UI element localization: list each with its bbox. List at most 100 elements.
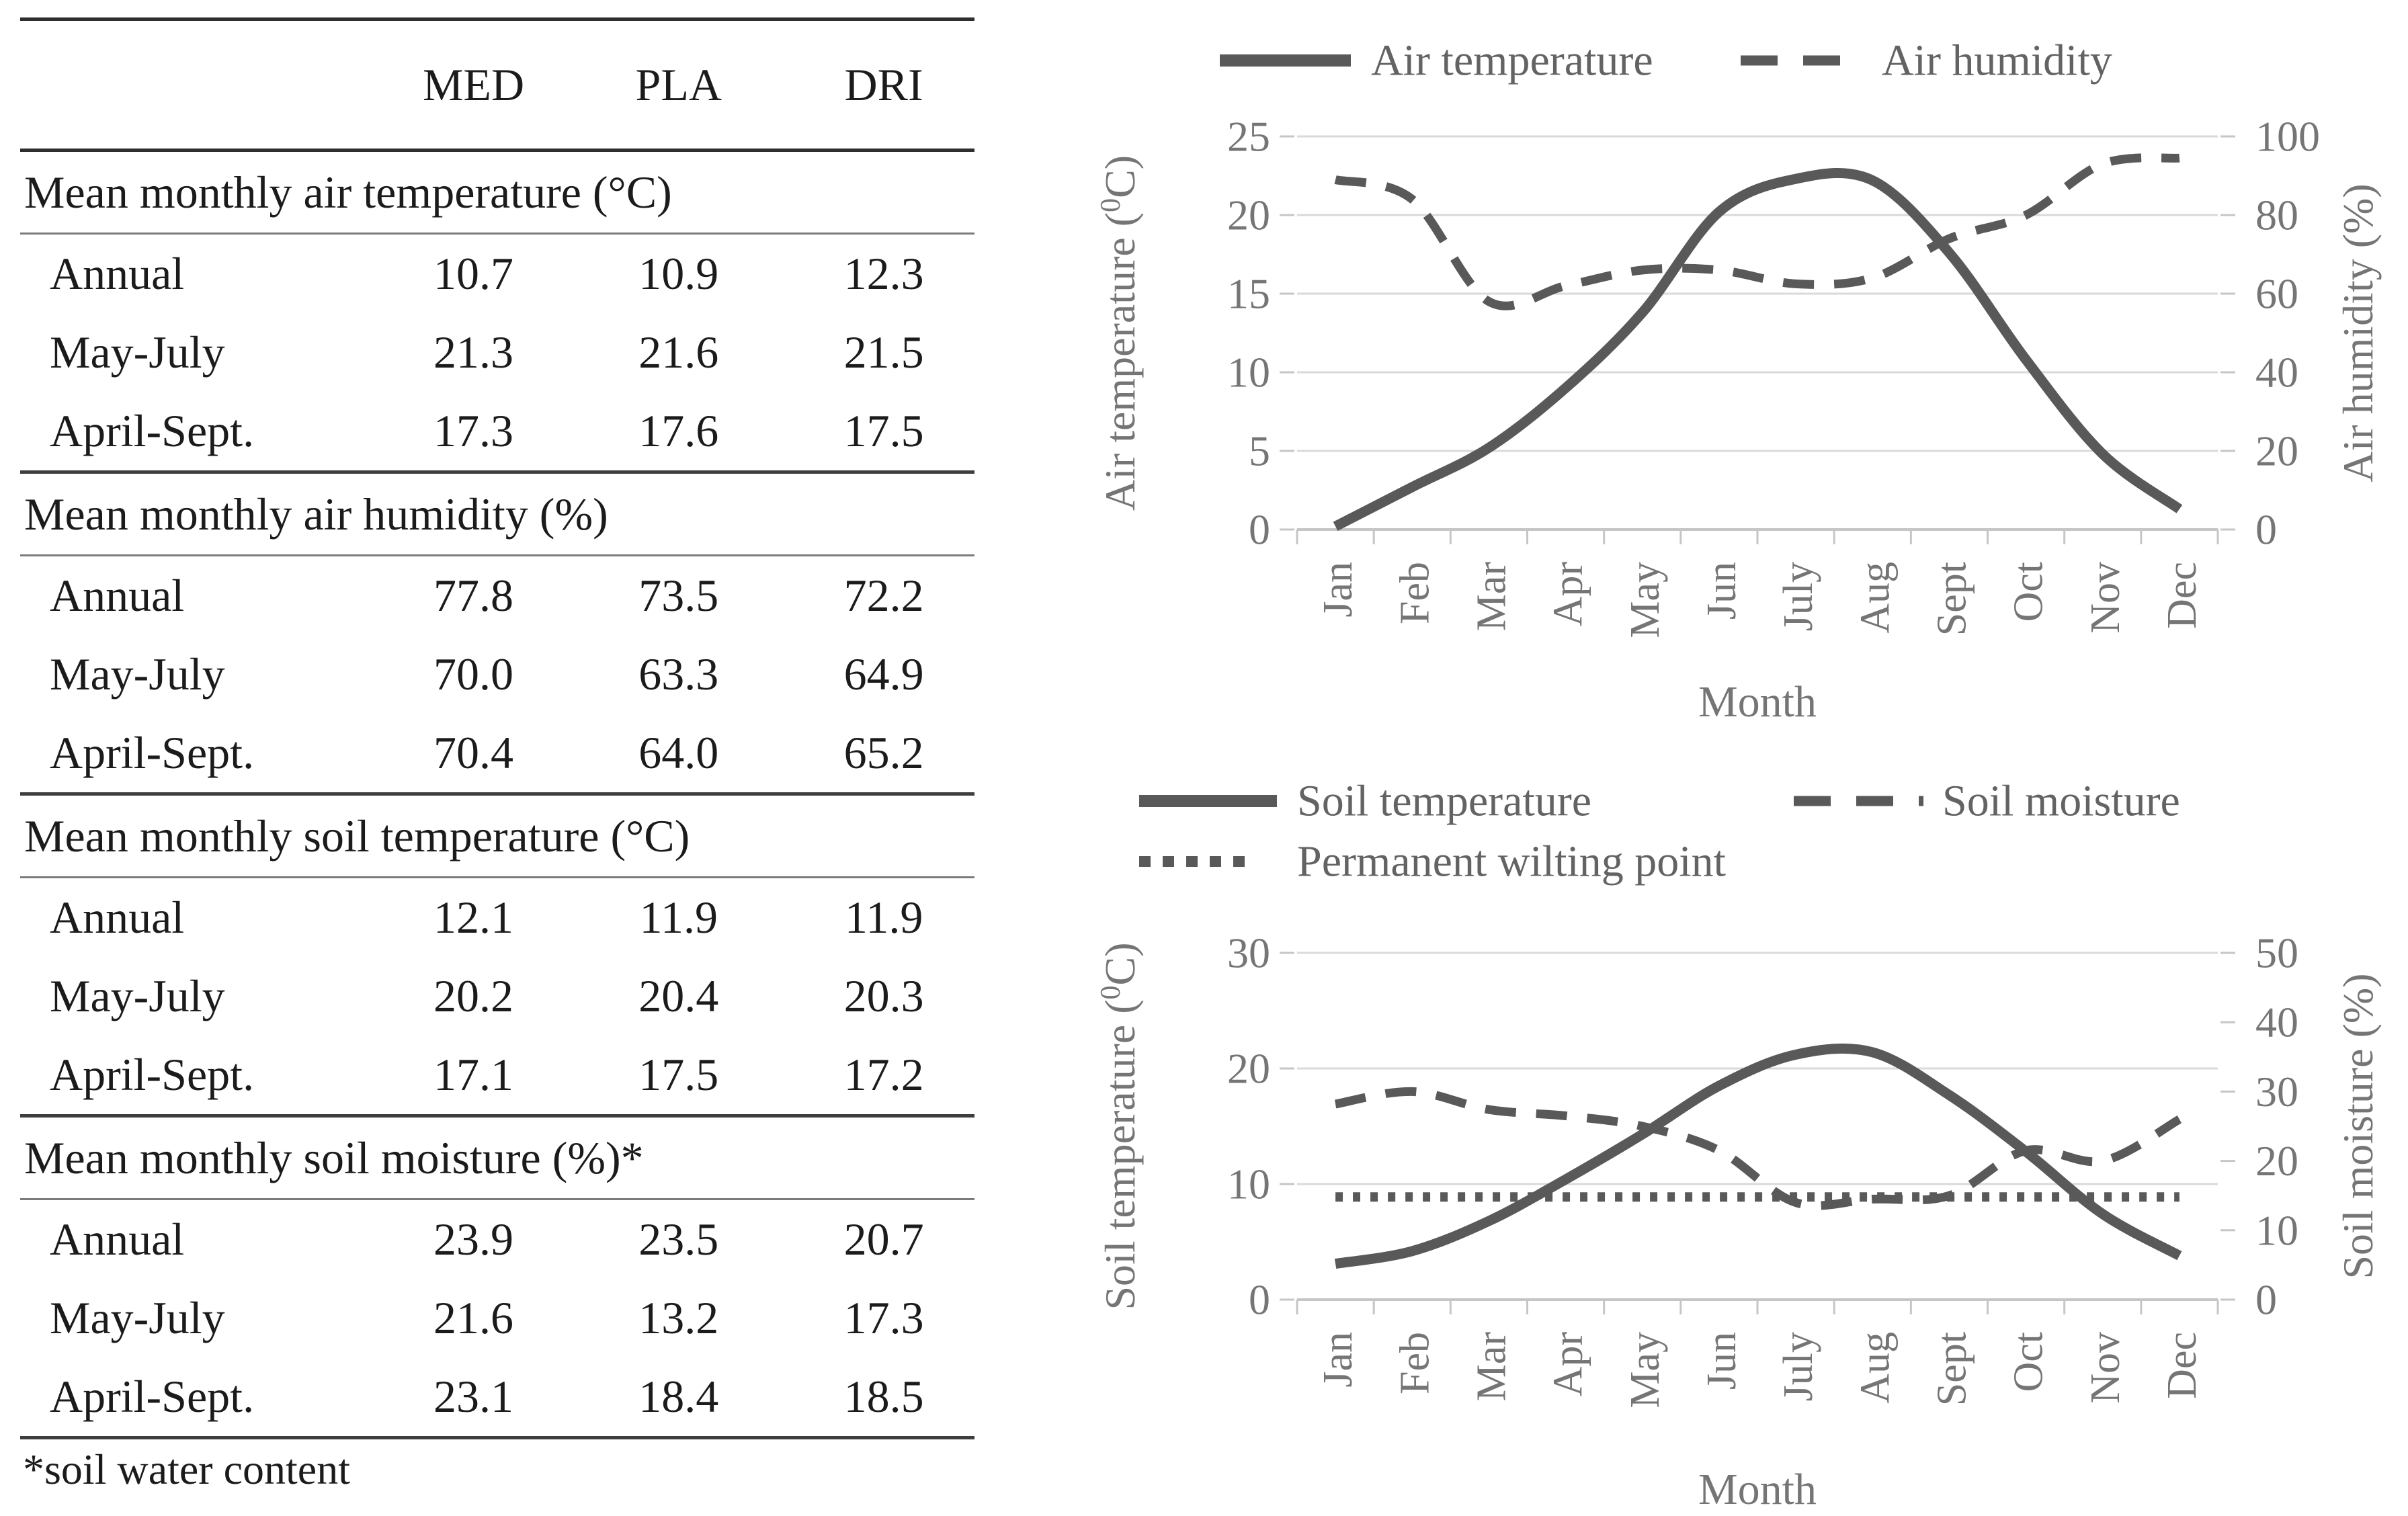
x-axis-month-label: Jan	[1315, 562, 1361, 618]
x-axis-month-label: Apr	[1546, 1332, 1591, 1397]
value-cell-dri: 64.9	[843, 648, 924, 700]
right-axis-tick-label: 80	[2255, 192, 2298, 239]
value-cell-med: 21.3	[433, 327, 513, 378]
column-header-pla: PLA	[635, 58, 722, 110]
table-row: Annual 12.1 11.9 11.9	[20, 878, 974, 957]
x-axis-month-label: July	[1776, 1332, 1821, 1401]
x-axis-month-label: Aug	[1852, 1332, 1898, 1404]
row-label: April-Sept.	[50, 1049, 255, 1100]
section-header: Mean monthly air humidity (%)	[24, 488, 608, 540]
right-axis-tick-label: 60	[2255, 270, 2298, 318]
table-top-rule	[20, 17, 974, 21]
air-temperature-line	[1333, 167, 2183, 531]
value-cell-dri: 21.5	[843, 327, 924, 378]
section-header-rule	[20, 233, 974, 235]
chart-top-svg: 25 20 15 10 5 0 100 80 60 40 20 0 Jan Feb Mar Apr May Jun…	[1095, 36, 2382, 727]
left-axis-tick-label: 10	[1227, 1161, 1270, 1208]
legend-label-air-humidity: Air humidity	[1882, 36, 2112, 85]
right-axis-tick-label: 0	[2255, 1276, 2277, 1324]
section-header: Mean monthly soil moisture (%)*	[24, 1132, 644, 1183]
table-footnote: *soil water content	[23, 1445, 350, 1493]
left-axis-tick-label: 5	[1249, 427, 1270, 475]
row-label: Annual	[50, 248, 185, 299]
value-cell-med: 70.0	[433, 648, 513, 700]
row-label: May-July	[50, 327, 225, 378]
x-axis-month-label: Mar	[1468, 562, 1514, 632]
right-axis-title: Soil moisture (%)	[2334, 973, 2382, 1279]
table-row: May-July 21.3 21.6 21.5	[20, 313, 974, 392]
value-cell-dri: 18.5	[843, 1371, 924, 1422]
value-cell-dri: 65.2	[843, 727, 924, 778]
value-cell-med: 20.2	[433, 970, 513, 1021]
value-cell-dri: 20.3	[843, 970, 924, 1021]
row-label: Annual	[50, 1214, 185, 1265]
value-cell-pla: 17.5	[638, 1049, 719, 1100]
left-axis-tick-label: 0	[1249, 506, 1270, 554]
table-header-rule	[20, 149, 974, 152]
right-axis-tick-label: 40	[2255, 999, 2298, 1046]
x-axis-month-label: Jun	[1699, 1332, 1745, 1390]
table-row: May-July 21.6 13.2 17.3	[20, 1279, 974, 1357]
x-axis-month-label: Nov	[2083, 1332, 2128, 1404]
legend-label-air-temperature: Air temperature	[1371, 36, 1653, 85]
value-cell-pla: 21.6	[638, 327, 719, 378]
x-axis-month-label: Sept	[1929, 1332, 1975, 1406]
table-row: May-July 20.2 20.4 20.3	[20, 957, 974, 1036]
value-cell-pla: 64.0	[638, 727, 719, 778]
value-cell-pla: 20.4	[638, 970, 719, 1021]
chart-bottom-svg: 30 20 10 0 50 40 30 20 10 0 Jan Feb Mar Apr May Jun July…	[1095, 777, 2382, 1515]
row-label: Annual	[50, 892, 185, 943]
right-axis-tick-label: 30	[2255, 1068, 2298, 1115]
x-axis-month-label: Jan	[1315, 1332, 1361, 1388]
right-axis-tick-label: 50	[2255, 929, 2298, 977]
left-axis-tick-label: 10	[1227, 349, 1270, 396]
section-bottom-rule	[20, 792, 974, 796]
value-cell-med: 23.1	[433, 1371, 513, 1422]
section-header: Mean monthly soil temperature (°C)	[24, 810, 690, 861]
table-row: Annual 77.8 73.5 72.2	[20, 556, 974, 635]
value-cell-pla: 63.3	[638, 648, 719, 700]
table-row: April-Sept. 23.1 18.4 18.5	[20, 1357, 974, 1436]
value-cell-med: 17.3	[433, 405, 513, 456]
x-axis-month-label: Jun	[1699, 562, 1745, 620]
right-axis-tick-label: 100	[2255, 113, 2320, 161]
row-label: April-Sept.	[50, 727, 255, 778]
column-header-dri: DRI	[844, 58, 923, 110]
left-axis-tick-label: 15	[1227, 270, 1270, 318]
right-axis-tick-label: 20	[2255, 1137, 2298, 1185]
left-axis-tick-label: 30	[1227, 929, 1270, 977]
section-bottom-rule	[20, 470, 974, 474]
table-row: May-July 70.0 63.3 64.9	[20, 635, 974, 714]
climate-summary-table: MED PLA DRI Mean monthly air temperature (°…	[20, 17, 974, 1439]
value-cell-dri: 20.7	[843, 1214, 924, 1265]
row-label: Annual	[50, 570, 185, 621]
soil-moisture-line	[1334, 1087, 2182, 1210]
value-cell-dri: 72.2	[843, 570, 924, 621]
left-axis-tick-label: 0	[1249, 1276, 1270, 1324]
value-cell-med: 17.1	[433, 1049, 513, 1100]
value-cell-pla: 11.9	[639, 892, 718, 943]
x-axis-month-label: Aug	[1852, 562, 1898, 634]
value-cell-dri: 11.9	[844, 892, 923, 943]
value-cell-med: 10.7	[433, 248, 513, 299]
x-axis-month-label: Dec	[2159, 1332, 2205, 1399]
left-axis-tick-label: 25	[1227, 113, 1270, 161]
value-cell-pla: 23.5	[638, 1214, 719, 1265]
x-axis-title: Month	[1698, 677, 1817, 726]
x-axis-month-label: Mar	[1468, 1332, 1514, 1402]
x-axis-month-label: Feb	[1392, 1332, 1438, 1394]
table-row: April-Sept. 17.1 17.5 17.2	[20, 1036, 974, 1114]
value-cell-pla: 13.2	[638, 1292, 719, 1343]
value-cell-med: 21.6	[433, 1292, 513, 1343]
left-axis-tick-label: 20	[1227, 192, 1270, 239]
section-bottom-rule	[20, 1436, 974, 1439]
x-axis-month-label: Feb	[1392, 562, 1438, 624]
table-row: Annual 10.7 10.9 12.3	[20, 235, 974, 313]
soil-temperature-line	[1334, 1043, 2182, 1269]
table-row: Annual 23.9 23.5 20.7	[20, 1200, 974, 1279]
left-axis-tick-label: 20	[1227, 1045, 1270, 1093]
value-cell-dri: 17.3	[843, 1292, 924, 1343]
section-header-rule	[20, 876, 974, 878]
left-axis-title: Air temperature (0C)	[1095, 155, 1144, 511]
